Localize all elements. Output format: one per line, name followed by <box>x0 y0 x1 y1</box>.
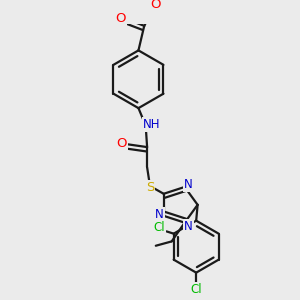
Text: N: N <box>184 178 193 191</box>
Text: O: O <box>116 136 127 149</box>
Text: O: O <box>151 0 161 11</box>
Text: O: O <box>115 12 125 25</box>
Text: N: N <box>155 208 164 221</box>
Text: Cl: Cl <box>190 283 202 296</box>
Text: N: N <box>184 220 193 232</box>
Text: S: S <box>146 181 154 194</box>
Text: NH: NH <box>143 118 161 131</box>
Text: Cl: Cl <box>153 221 165 234</box>
